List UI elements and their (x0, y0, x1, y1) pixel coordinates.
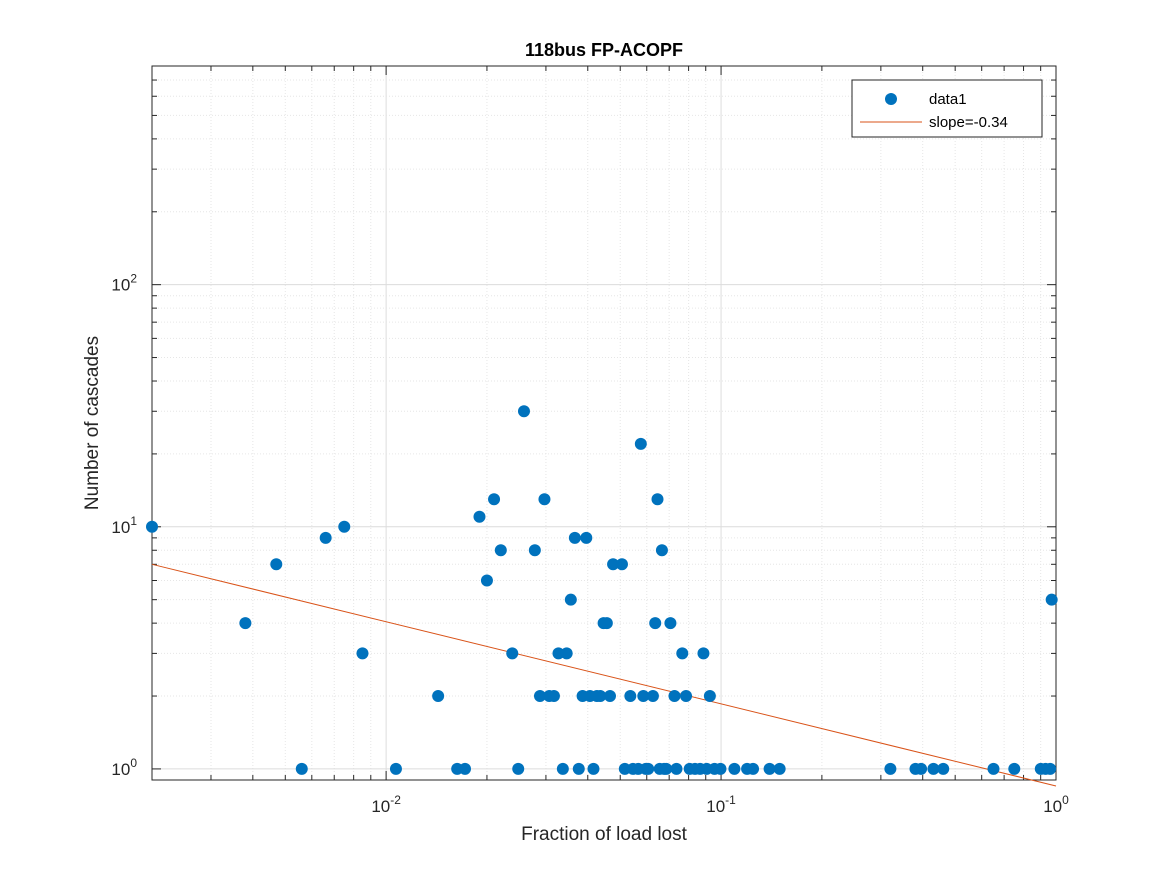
data-point (670, 762, 683, 775)
data-point (668, 690, 681, 703)
fit-line-layer (151, 563, 1057, 787)
y-tick-label: 100 (111, 756, 137, 779)
data-point (587, 762, 600, 775)
data-point (676, 647, 689, 660)
data-point (432, 690, 445, 703)
data-point (649, 617, 662, 630)
data-point (714, 762, 727, 775)
y-tick-labels: 100 101 102 (111, 272, 137, 779)
data-point (506, 647, 519, 660)
data-point (624, 690, 637, 703)
legend-box (851, 79, 1043, 138)
data-point (637, 690, 650, 703)
data-point (884, 762, 897, 775)
x-tick-label: 10-1 (706, 793, 736, 816)
legend-label-data1: data1 (929, 91, 967, 108)
y-axis-label: Number of cascades (82, 336, 103, 510)
data-point (480, 574, 493, 587)
legend-label-fit: slope=-0.34 (929, 114, 1008, 131)
x-tick-labels: 10-2 10-1 100 (371, 793, 1069, 816)
data-point (927, 762, 940, 775)
data-point (295, 762, 308, 775)
chart-title: 118bus FP-ACOPF (525, 40, 683, 60)
data-point (618, 762, 631, 775)
data-point (560, 647, 573, 660)
data-point (356, 647, 369, 660)
x-axis-label: Fraction of load lost (521, 824, 688, 845)
data-point (239, 617, 252, 630)
data-point (473, 510, 486, 523)
data-point (538, 493, 551, 506)
fit-line (151, 563, 1057, 787)
plot-area (152, 66, 1056, 780)
data-point (915, 762, 928, 775)
data-point (703, 690, 716, 703)
data-point (572, 762, 585, 775)
legend-marker-data1 (885, 93, 897, 105)
data-point (937, 762, 950, 775)
data-point (459, 762, 472, 775)
data-point (987, 762, 1000, 775)
data-point (512, 762, 525, 775)
data-point (655, 544, 668, 557)
data-point (1045, 593, 1058, 606)
data-point (763, 762, 776, 775)
data-point (642, 762, 655, 775)
data-point (517, 405, 530, 418)
data-point (319, 531, 332, 544)
data-point (533, 690, 546, 703)
data-point (594, 690, 607, 703)
data-point (773, 762, 786, 775)
data-point (389, 762, 402, 775)
data-point (646, 690, 659, 703)
data-point (600, 617, 613, 630)
data-point (338, 520, 351, 533)
data-point (556, 762, 569, 775)
legend: data1 slope=-0.34 (851, 79, 1043, 138)
y-tick-label: 101 (111, 514, 137, 537)
data-point (494, 544, 507, 557)
plot-frame (151, 65, 1057, 781)
data-point (270, 558, 283, 571)
data-point (634, 437, 647, 450)
data-point (660, 762, 673, 775)
data-point (146, 520, 158, 533)
data-point (547, 690, 560, 703)
data-point (568, 531, 581, 544)
data-point (607, 558, 620, 571)
data-point (580, 531, 593, 544)
scatter-points (146, 405, 1058, 775)
data-point (615, 558, 628, 571)
x-tick-label: 10-2 (371, 793, 401, 816)
x-tick-label: 100 (1043, 793, 1069, 816)
data-point (747, 762, 760, 775)
data-point (1008, 762, 1021, 775)
data-point (651, 493, 664, 506)
data-point (697, 647, 710, 660)
data-point (603, 690, 616, 703)
y-tick-label: 102 (111, 272, 137, 295)
data-point (528, 544, 541, 557)
data-point (664, 617, 677, 630)
data-point (728, 762, 741, 775)
data-point (1044, 762, 1057, 775)
data-point (552, 647, 565, 660)
data-point (680, 690, 693, 703)
data-point (488, 493, 501, 506)
data-point (564, 593, 577, 606)
